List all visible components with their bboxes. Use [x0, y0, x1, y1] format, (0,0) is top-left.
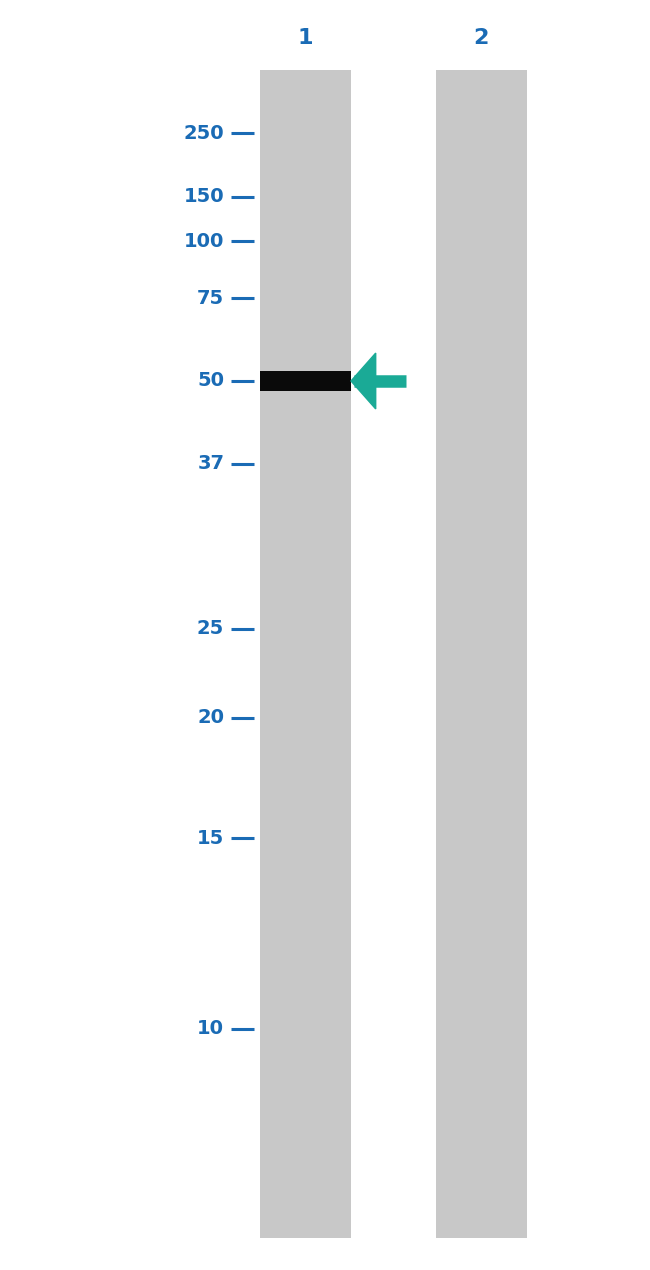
Bar — [436, 70, 526, 1238]
Text: 10: 10 — [197, 1020, 224, 1038]
Text: 1: 1 — [298, 28, 313, 48]
Text: 250: 250 — [183, 124, 224, 142]
Bar — [260, 70, 351, 1238]
Text: 15: 15 — [197, 829, 224, 847]
Text: 2: 2 — [473, 28, 489, 48]
Polygon shape — [351, 353, 376, 409]
Text: 75: 75 — [197, 290, 224, 307]
Text: 50: 50 — [197, 372, 224, 390]
Bar — [260, 371, 351, 391]
Text: 25: 25 — [197, 620, 224, 638]
Text: 150: 150 — [183, 188, 224, 206]
Text: 37: 37 — [197, 455, 224, 472]
Text: 100: 100 — [184, 232, 224, 250]
Text: 20: 20 — [197, 709, 224, 726]
